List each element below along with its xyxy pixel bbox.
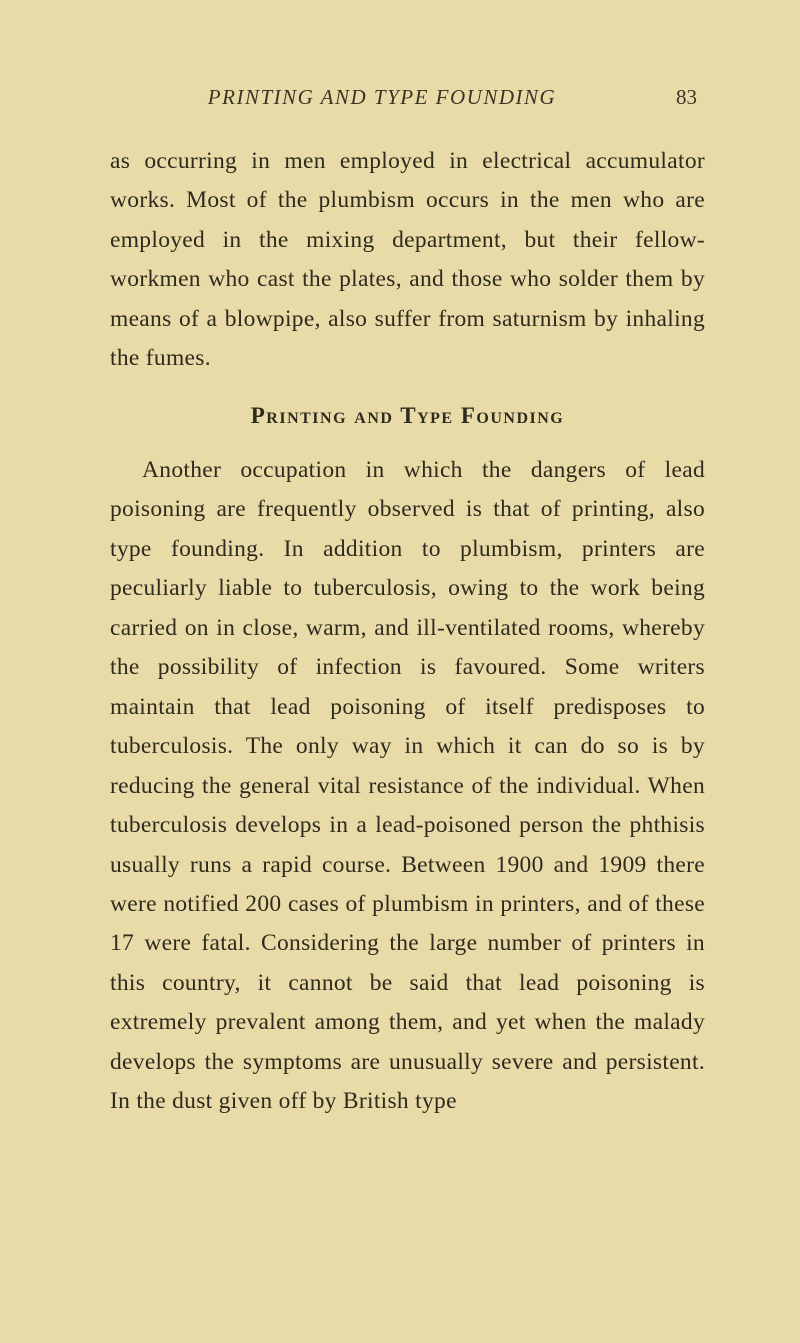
paragraph-continuation: as occurring in men employed in electric… (110, 142, 705, 379)
book-page: PRINTING AND TYPE FOUNDING 83 as occurri… (0, 0, 800, 1343)
page-number: 83 (676, 85, 697, 110)
section-heading: Printing and Type Founding (110, 403, 705, 429)
running-title: PRINTING AND TYPE FOUNDING (118, 85, 646, 110)
paragraph-section-body: Another occupation in which the dangers … (110, 451, 705, 1122)
running-header: PRINTING AND TYPE FOUNDING 83 (110, 85, 705, 110)
